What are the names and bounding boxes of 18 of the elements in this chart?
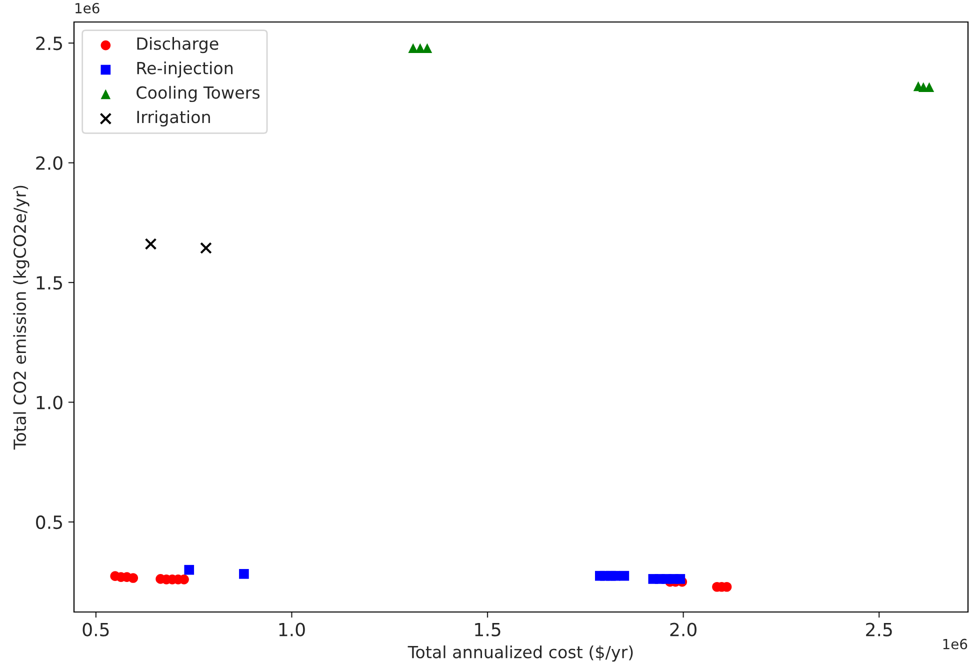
legend-label: Irrigation [137,110,210,127]
y-tick-label: 1.5 [36,276,62,290]
x-tick-label: 2.0 [670,622,696,636]
x-tick-label: 1.0 [279,622,305,636]
y-tick-label: 1.0 [36,396,62,410]
legend-label: Re-injection [137,61,233,78]
legend-label: Cooling Towers [136,86,260,102]
legend-label: Discharge [137,37,218,54]
y-tick-label: 2.0 [36,156,62,170]
x-tick-label: 1.5 [475,622,500,636]
y-tick-label: 0.5 [36,515,62,530]
text: 1e6 [943,638,968,650]
y-tick-label: 2.5 [36,36,62,50]
text: 1e6 [76,2,100,14]
x-tick-label: 0.5 [82,622,109,636]
y-axis-title: Total CO2 emission (kgCO2e/yr) [13,186,30,450]
x-tick-label: 2.5 [866,622,892,636]
x-axis-title: Total annualized cost ($/yr) [408,645,633,662]
